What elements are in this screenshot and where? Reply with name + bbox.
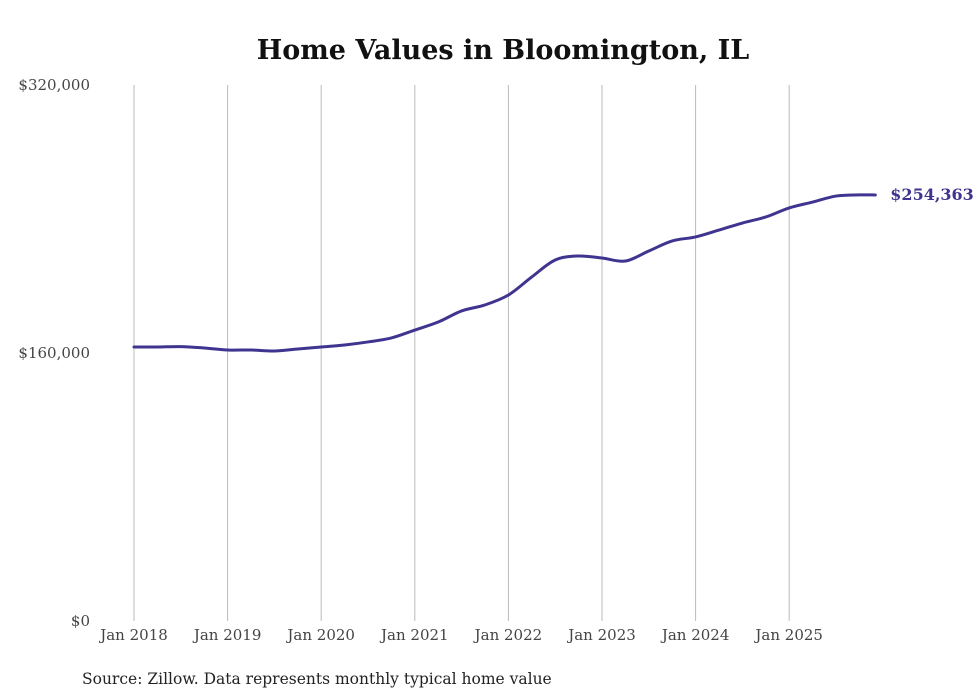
x-tick-label: Jan 2025 [753, 626, 823, 644]
x-axis-ticks: Jan 2018 Jan 2019 Jan 2020 Jan 2021 Jan 2022… [98, 626, 823, 644]
source-note: Source: Zillow. Data represents monthly … [82, 670, 552, 688]
x-tick-label: Jan 2020 [285, 626, 355, 644]
end-value-label: $254,363 [890, 185, 974, 204]
series-line [132, 193, 877, 353]
y-tick-label: $0 [71, 612, 90, 630]
gridlines [133, 85, 790, 621]
x-tick-label: Jan 2018 [98, 626, 168, 644]
y-tick-label: $320,000 [18, 76, 90, 94]
y-tick-label: $160,000 [18, 344, 90, 362]
x-tick-label: Jan 2024 [660, 626, 730, 644]
chart-title: Home Values in Bloomington, IL [257, 35, 750, 66]
y-axis-ticks: $0 $160,000 $320,000 [18, 76, 90, 630]
x-tick-label: Jan 2022 [473, 626, 543, 644]
x-tick-label: Jan 2023 [566, 626, 636, 644]
x-tick-label: Jan 2019 [192, 626, 262, 644]
x-tick-label: Jan 2021 [379, 626, 449, 644]
